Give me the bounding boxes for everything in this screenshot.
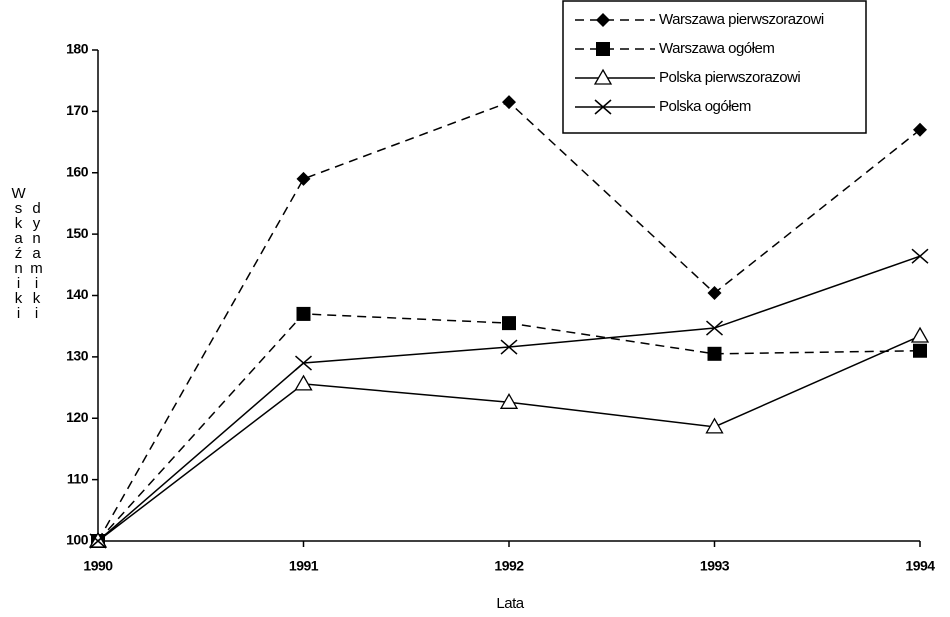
marker: [502, 95, 516, 110]
marker: [705, 417, 724, 434]
y-tick-label: 100: [66, 532, 89, 548]
marker: [910, 326, 930, 343]
marker: [706, 320, 723, 336]
y-tick-label: 150: [66, 225, 89, 241]
y-axis-label: Wskaźniki: [10, 185, 27, 320]
marker: [707, 346, 722, 361]
series-line: [97, 335, 921, 542]
x-tick-label: 1990: [83, 558, 113, 574]
marker: [594, 99, 612, 115]
y-tick-label: 180: [66, 41, 89, 57]
y-tick-label: 110: [67, 470, 89, 486]
marker: [911, 248, 929, 264]
marker: [596, 13, 610, 27]
marker: [502, 316, 516, 331]
marker: [913, 122, 927, 137]
marker: [294, 374, 313, 391]
legend-label: Warszawa ogółem: [659, 40, 774, 57]
y-tick-label: 160: [66, 163, 89, 179]
legend-label: Warszawa pierwszorazowi: [659, 11, 824, 28]
marker: [89, 533, 107, 549]
marker: [88, 531, 108, 548]
y-tick-label: 120: [66, 409, 89, 425]
x-tick-label: 1992: [494, 558, 524, 574]
legend-label: Polska ogółem: [659, 98, 751, 115]
marker: [499, 392, 519, 409]
y-tick-label: 140: [66, 286, 89, 302]
marker: [500, 339, 518, 355]
marker: [296, 171, 311, 186]
x-axis-label: Lata: [496, 595, 524, 612]
legend-label: Polska pierwszorazowi: [659, 69, 800, 86]
marker: [596, 42, 610, 56]
x-tick-label: 1993: [700, 558, 730, 574]
legend-box: [562, 0, 867, 134]
y-tick-label: 130: [66, 348, 89, 364]
x-tick-label: 1991: [289, 558, 319, 574]
marker: [593, 68, 613, 85]
marker: [296, 306, 311, 321]
x-tick-label: 1994: [905, 558, 935, 574]
y-tick-label: 170: [66, 102, 89, 118]
marker: [295, 355, 312, 371]
marker: [913, 343, 927, 358]
y-axis-label: dynamiki: [28, 200, 45, 320]
marker: [707, 286, 722, 301]
